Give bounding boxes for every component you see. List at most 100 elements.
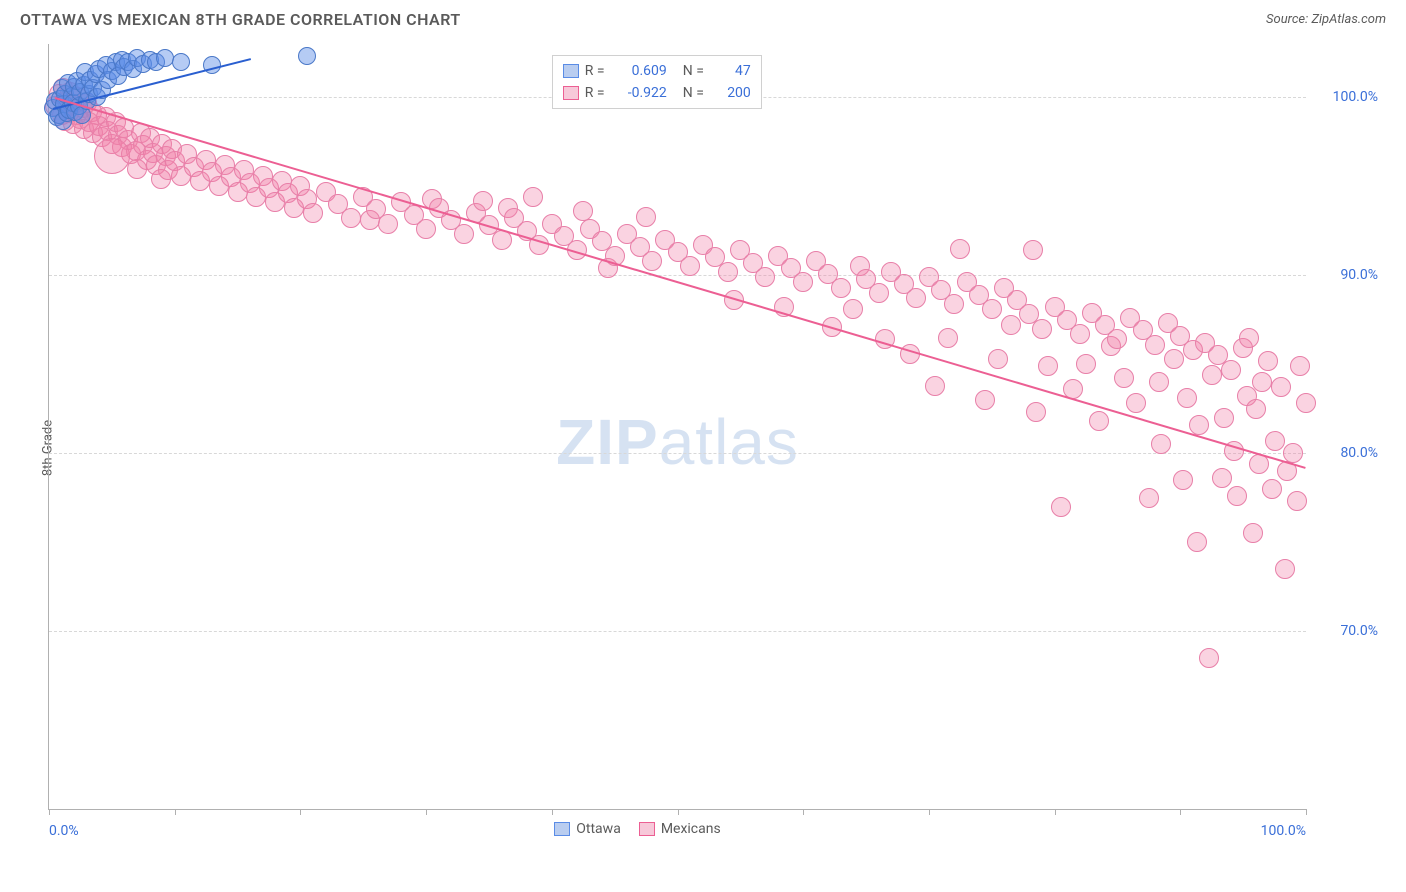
scatter-point — [1070, 324, 1090, 344]
scatter-point — [1189, 415, 1209, 435]
scatter-point — [988, 349, 1008, 369]
scatter-point — [1139, 488, 1159, 508]
legend-n-value: 47 — [717, 63, 751, 79]
scatter-point — [680, 256, 700, 276]
gridline — [49, 275, 1306, 276]
scatter-point — [1126, 393, 1146, 413]
scatter-point — [416, 219, 436, 239]
scatter-point — [1262, 479, 1282, 499]
legend-r-label: R = — [585, 85, 613, 101]
scatter-point-large — [94, 138, 130, 174]
plot-area: ZIPatlas 70.0%80.0%90.0%100.0%0.0%100.0%… — [48, 44, 1306, 810]
scatter-point — [1145, 335, 1165, 355]
legend-r-label: R = — [585, 63, 613, 79]
scatter-point — [1202, 365, 1222, 385]
scatter-point — [1283, 443, 1303, 463]
x-tick — [1180, 809, 1181, 815]
scatter-point — [843, 299, 863, 319]
scatter-point — [975, 390, 995, 410]
x-tick — [1055, 809, 1056, 815]
scatter-point — [1173, 470, 1193, 490]
x-tick — [426, 809, 427, 815]
scatter-point — [523, 187, 543, 207]
scatter-point — [1239, 328, 1259, 348]
gridline — [49, 453, 1306, 454]
scatter-point — [1051, 497, 1071, 517]
scatter-point — [1149, 372, 1169, 392]
x-tick — [1306, 809, 1307, 815]
series-name: Mexicans — [661, 821, 721, 837]
scatter-point — [1076, 354, 1096, 374]
scatter-point — [1026, 402, 1046, 422]
scatter-point — [869, 283, 889, 303]
scatter-point — [1271, 377, 1291, 397]
y-tick-label: 70.0% — [1340, 623, 1378, 639]
scatter-point — [1177, 388, 1197, 408]
x-tick — [49, 809, 50, 815]
x-tick — [803, 809, 804, 815]
chart-container: 8th Grade ZIPatlas 70.0%80.0%90.0%100.0%… — [48, 44, 1386, 852]
legend-swatch — [563, 64, 579, 78]
legend-row: R = 0.609 N = 47 — [563, 60, 751, 82]
scatter-point — [378, 214, 398, 234]
scatter-point — [341, 208, 361, 228]
scatter-point — [454, 224, 474, 244]
scatter-point — [944, 294, 964, 314]
legend-swatch — [563, 86, 579, 100]
legend-r-value: 0.609 — [619, 63, 667, 79]
scatter-point — [1214, 408, 1234, 428]
scatter-point — [718, 262, 738, 282]
legend-n-label: N = — [683, 63, 711, 79]
scatter-point — [1089, 411, 1109, 431]
scatter-point — [1290, 356, 1310, 376]
scatter-point — [473, 191, 493, 211]
scatter-point — [1227, 486, 1247, 506]
scatter-point — [1296, 393, 1316, 413]
series-swatch — [639, 822, 655, 836]
scatter-point — [298, 47, 316, 65]
scatter-point — [1187, 532, 1207, 552]
legend-row: R =-0.922N =200 — [563, 82, 751, 104]
scatter-point — [303, 203, 323, 223]
x-tick — [300, 809, 301, 815]
series-swatch — [554, 822, 570, 836]
legend-r-value: -0.922 — [619, 85, 667, 101]
scatter-point — [950, 239, 970, 259]
scatter-point — [636, 207, 656, 227]
scatter-point — [1038, 356, 1058, 376]
scatter-point — [1114, 368, 1134, 388]
scatter-point — [755, 267, 775, 287]
scatter-point — [1164, 349, 1184, 369]
series-legend: Ottawa Mexicans — [49, 821, 1226, 837]
scatter-point — [1265, 431, 1285, 451]
x-tick — [929, 809, 930, 815]
y-tick-label: 80.0% — [1340, 445, 1378, 461]
x-tick — [175, 809, 176, 815]
scatter-point — [925, 376, 945, 396]
scatter-point — [156, 49, 174, 67]
scatter-point — [172, 53, 190, 71]
gridline — [49, 631, 1306, 632]
scatter-point — [1258, 351, 1278, 371]
chart-title: OTTAWA VS MEXICAN 8TH GRADE CORRELATION … — [20, 10, 461, 29]
series-key: Ottawa — [554, 821, 621, 837]
scatter-point — [1199, 648, 1219, 668]
legend-n-value: 200 — [717, 85, 751, 101]
x-tick — [678, 809, 679, 815]
scatter-point — [1246, 399, 1266, 419]
x-tick — [552, 809, 553, 815]
scatter-point — [906, 288, 926, 308]
scatter-point — [1221, 360, 1241, 380]
scatter-point — [1275, 559, 1295, 579]
scatter-point — [1032, 319, 1052, 339]
y-tick-label: 90.0% — [1340, 267, 1378, 283]
scatter-point — [1252, 372, 1272, 392]
scatter-point — [1001, 315, 1021, 335]
scatter-point — [1151, 434, 1171, 454]
series-key: Mexicans — [639, 821, 721, 837]
trend-line — [55, 97, 1306, 469]
watermark: ZIPatlas — [556, 405, 799, 479]
scatter-point — [831, 278, 851, 298]
scatter-point — [1212, 468, 1232, 488]
source-link[interactable]: ZipAtlas.com — [1311, 12, 1386, 27]
